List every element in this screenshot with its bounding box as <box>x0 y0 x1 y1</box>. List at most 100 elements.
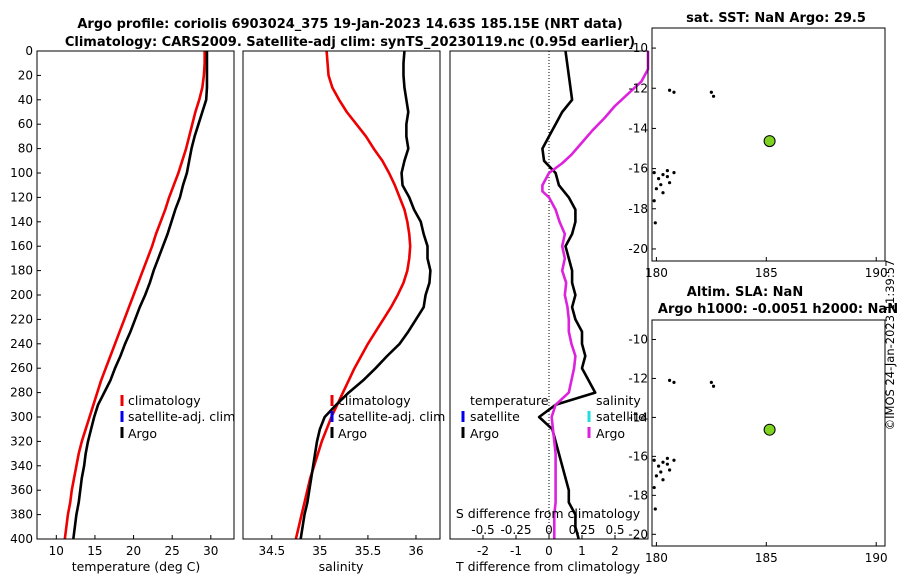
legend-label-t-argo: Argo <box>470 426 499 441</box>
map-xtick-label: 190 <box>865 266 888 280</box>
xtick-label: 0 <box>545 544 553 558</box>
ytick-label: 40 <box>18 93 33 107</box>
land-outline <box>653 507 657 511</box>
timestamp: ©IMOS 24-Jan-2023 11:39:57 <box>883 260 897 431</box>
temperature-panel: 0 20 40 60 80 100 120 140 160 180 200 220 240 260 280 3… <box>10 44 218 558</box>
series-line-argo <box>72 51 209 540</box>
map-ytick-label: -10 <box>628 332 648 346</box>
land-outline <box>667 468 672 472</box>
difference-s-label: S difference from climatology <box>456 506 641 521</box>
xtick-label: 30 <box>203 544 218 558</box>
sst-map-panel: 180 185 190 -10 -12 -14 -16 -18 -20 <box>628 41 887 280</box>
series-line-climatology <box>294 50 412 540</box>
land-outline <box>659 470 663 474</box>
xtick-label: 34.5 <box>258 544 285 558</box>
ytick-label: 80 <box>18 142 33 156</box>
map-ytick-label: -12 <box>628 81 648 95</box>
land-outline <box>667 181 672 185</box>
land-outline <box>711 384 716 388</box>
map-ytick-label: -18 <box>628 488 648 502</box>
land-outline <box>661 460 665 464</box>
map-ytick-label: -20 <box>628 527 648 541</box>
legend-label-temperature: temperature <box>470 393 549 408</box>
land-outline <box>711 94 716 98</box>
land-outline <box>656 177 661 181</box>
map-ytick-label: -18 <box>628 202 648 216</box>
ytick-label: 0 <box>25 44 33 58</box>
ytick-label: 380 <box>10 508 33 522</box>
main-title-line1: Argo profile: coriolis 6903024_375 19-Ja… <box>77 17 622 32</box>
ytick-label: 60 <box>18 117 33 131</box>
land-outline <box>665 175 669 179</box>
land-outline <box>672 171 676 175</box>
land-outline <box>654 187 658 191</box>
main-title-line2: Climatology: CARS2009. Satellite-adj cli… <box>65 35 635 50</box>
difference-legend: temperature satellite Argo salinity sate… <box>461 393 646 441</box>
land-outline <box>652 171 656 175</box>
temperature-xlabel: temperature (deg C) <box>72 559 201 574</box>
ytick-label: 160 <box>10 239 33 253</box>
land-outline <box>653 221 657 225</box>
land-outline <box>659 183 663 187</box>
legend-label-t-satellite: satellite <box>470 409 520 424</box>
ytick-label: 260 <box>10 361 33 375</box>
map-xtick-label: 180 <box>645 266 668 280</box>
legend-label-climatology: climatology <box>128 393 201 408</box>
map-ytick-label: -16 <box>628 449 648 463</box>
xtick-label: 15 <box>87 544 102 558</box>
ytick-label: 180 <box>10 264 33 278</box>
ytick-label: 320 <box>10 434 33 448</box>
ytick-label: 340 <box>10 459 33 473</box>
legend-label-s-argo: Argo <box>596 426 625 441</box>
map-xtick-label: 185 <box>755 551 778 565</box>
difference-axes-box <box>449 50 649 540</box>
land-outline <box>661 478 665 482</box>
map-ytick-label: -20 <box>628 242 648 256</box>
legend-label-satellite-clim: satellite-adj. clim <box>128 409 235 424</box>
map2-subtitle: Argo h1000: -0.0051 h2000: NaN <box>658 302 898 317</box>
land-outline <box>654 474 658 478</box>
xtick-label: 10 <box>49 544 64 558</box>
legend-label-s-satellite: satellite <box>596 409 646 424</box>
legend-label-satellite-clim: satellite-adj. clim <box>338 409 445 424</box>
series-line-temperature-Argo <box>537 50 597 540</box>
land-outline <box>652 199 656 203</box>
land-outline <box>665 169 669 173</box>
land-outline <box>709 380 713 384</box>
ytick-label: 120 <box>10 190 33 204</box>
ytick-label: 200 <box>10 288 33 302</box>
ytick-label: 140 <box>10 215 33 229</box>
legend-label-argo: Argo <box>128 426 157 441</box>
land-outline <box>665 462 669 466</box>
salinity-panel: 34.5 35 35.5 36 <box>258 50 432 558</box>
xtick-label: 25 <box>165 544 180 558</box>
map-xtick-label: 190 <box>865 551 888 565</box>
ytick-label: 300 <box>10 410 33 424</box>
s-xtick-label: 0 <box>545 523 553 537</box>
ytick-label: 400 <box>10 532 33 546</box>
legend-label-argo: Argo <box>338 426 367 441</box>
series-line-salinity-Argo <box>541 51 650 539</box>
xtick-label: 35.5 <box>355 544 382 558</box>
argo-location-marker <box>763 135 776 148</box>
land-outline <box>652 458 656 462</box>
xtick-label: -2 <box>477 544 489 558</box>
sla-map-axes-box <box>651 319 886 547</box>
argo-location-marker <box>763 423 776 436</box>
land-outline <box>667 88 672 92</box>
s-xtick-label: 0.25 <box>569 523 596 537</box>
series-line-climatology <box>63 51 206 540</box>
ytick-label: 100 <box>10 166 33 180</box>
xtick-label: -1 <box>510 544 522 558</box>
xtick-label: 2 <box>611 544 619 558</box>
xtick-label: 1 <box>578 544 586 558</box>
map-ytick-label: -16 <box>628 162 648 176</box>
s-xtick-label: -0.5 <box>471 523 494 537</box>
map-ytick-label: -12 <box>628 371 648 385</box>
ytick-label: 220 <box>10 312 33 326</box>
ytick-label: 360 <box>10 483 33 497</box>
land-outline <box>672 90 676 94</box>
xtick-label: 20 <box>126 544 141 558</box>
salinity-axes-box <box>242 50 441 540</box>
